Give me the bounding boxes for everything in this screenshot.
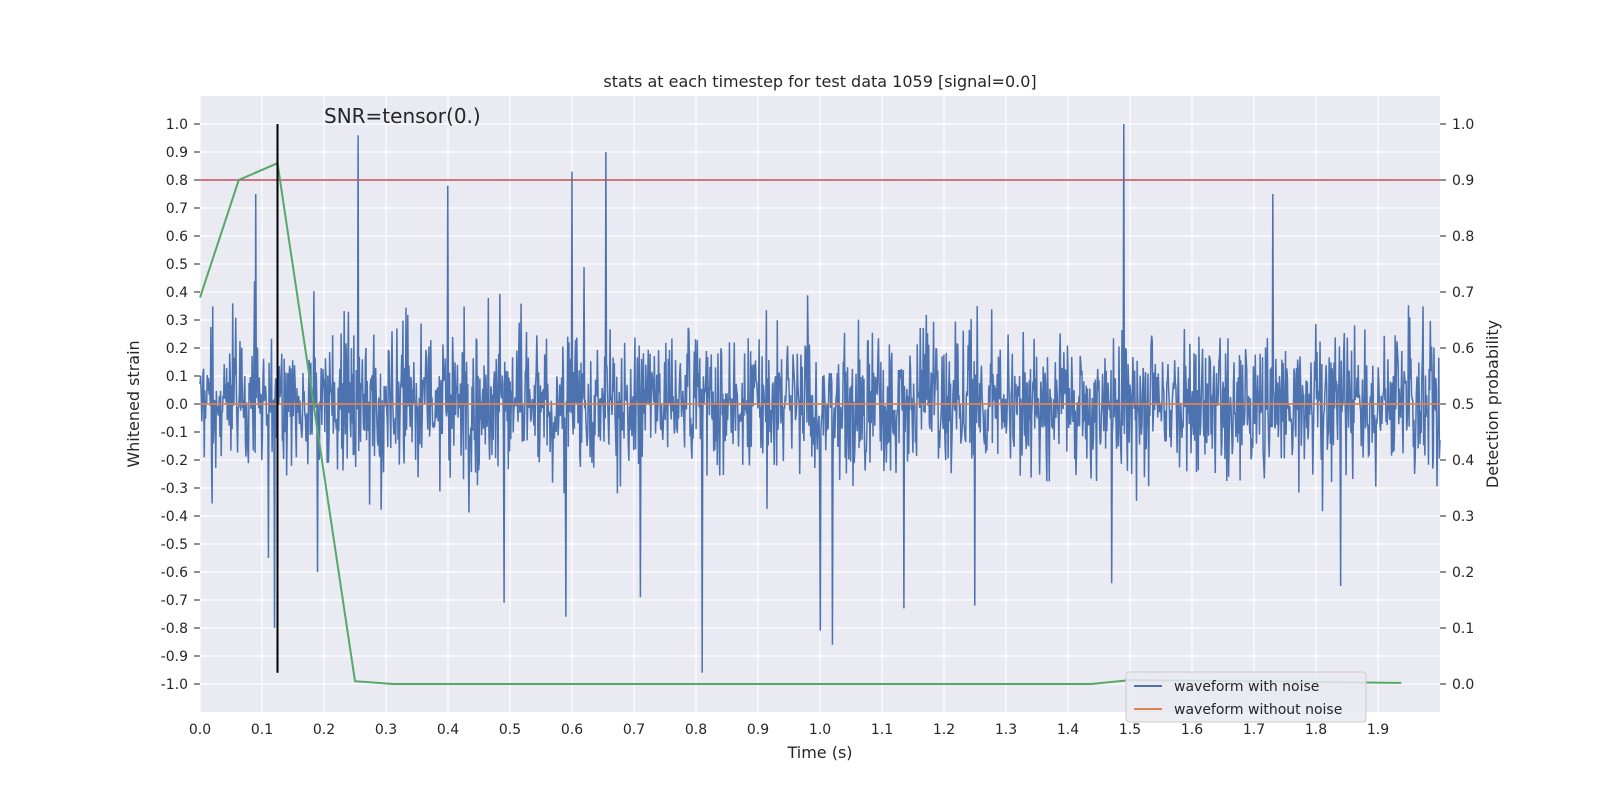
x-tick-label: 0.6 [561,722,583,738]
y-tick-label: -0.8 [161,621,188,637]
y2-axis-label: Detection probability [1483,320,1502,488]
x-axis-label: Time (s) [786,743,852,762]
x-tick-label: 0.3 [375,722,397,738]
x-tick-label: 1.2 [933,722,955,738]
x-tick-label: 1.0 [809,722,831,738]
x-tick-label: 1.6 [1181,722,1203,738]
x-tick-label: 0.5 [499,722,521,738]
series-waveform-with-noise [199,123,1441,673]
x-tick-label: 1.4 [1057,722,1079,738]
legend-box [1125,671,1367,723]
x-tick-label: 1.7 [1243,722,1265,738]
y-tick-label: -0.3 [161,481,188,497]
series-layer [199,123,1441,673]
x-tick-label: 0.9 [747,722,769,738]
legend-label-without-noise: waveform without noise [1174,702,1342,718]
y2-tick-label: 1.0 [1452,117,1474,133]
x-tick-label: 0.2 [313,722,335,738]
x-tick-label: 0.4 [437,722,459,738]
y-tick-label: -0.2 [161,453,188,469]
x-tick-label: 1.8 [1305,722,1327,738]
y-tick-label: 0.2 [166,341,188,357]
y-tick-label: -0.1 [161,425,188,441]
y-tick-label: 0.0 [166,397,188,413]
y-axis-right: 1.0 0.9 0.8 0.7 0.6 0.5 0.4 0.3 0.2 0.1 0.0 [1440,117,1474,693]
x-tick-label: 0.8 [685,722,707,738]
y-tick-label: 0.8 [166,173,188,189]
x-axis: 0.0 0.1 0.2 0.3 0.4 0.5 0.6 0.7 0.8 0.9 1.0 1.1 1.2 1… [189,722,1389,738]
legend-label-with-noise: waveform with noise [1174,679,1319,695]
y-tick-label: -0.7 [161,593,188,609]
y-tick-label: -0.6 [161,565,188,581]
x-tick-label: 0.1 [251,722,273,738]
y-tick-label: 0.4 [166,285,188,301]
y2-tick-label: 0.8 [1452,229,1474,245]
y-tick-label: -0.9 [161,649,188,665]
y-tick-label: 0.7 [166,201,188,217]
x-tick-label: 1.5 [1119,722,1141,738]
y2-tick-label: 0.9 [1452,173,1474,189]
series-detection-probability [199,161,1402,685]
y2-tick-label: 0.1 [1452,621,1474,637]
snr-annotation: SNR=tensor(0.) [324,104,481,128]
chart-title: stats at each timestep for test data 105… [603,72,1036,91]
x-tick-label: 1.3 [995,722,1017,738]
x-tick-label: 1.9 [1367,722,1389,738]
y-tick-label: 0.5 [166,257,188,273]
x-tick-label: 1.1 [871,722,893,738]
y-tick-label: -0.4 [161,509,188,525]
y-tick-label: -0.5 [161,537,188,553]
x-tick-label: 0.7 [623,722,645,738]
y2-tick-label: 0.4 [1452,453,1474,469]
y2-tick-label: 0.5 [1452,397,1474,413]
y-tick-label: 1.0 [166,117,188,133]
y-tick-label: 0.1 [166,369,188,385]
y-tick-label: 0.6 [166,229,188,245]
x-tick-label: 0.0 [189,722,211,738]
y2-tick-label: 0.7 [1452,285,1474,301]
legend: waveform with noise waveform without noi… [1125,671,1367,723]
y-tick-label: 0.9 [166,145,188,161]
y-tick-label: -1.0 [161,677,188,693]
y2-tick-label: 0.0 [1452,677,1474,693]
y2-tick-label: 0.6 [1452,341,1474,357]
y-axis-left: 1.0 0.9 0.8 0.7 0.6 0.5 0.4 0.3 0.2 0.1 0.0 -0.1 -0.… [161,117,200,693]
overlay-layer [199,124,1440,685]
y2-tick-label: 0.3 [1452,509,1474,525]
y-tick-label: 0.3 [166,313,188,329]
y-axis-label: Whitened strain [124,340,143,467]
y2-tick-label: 0.2 [1452,565,1474,581]
